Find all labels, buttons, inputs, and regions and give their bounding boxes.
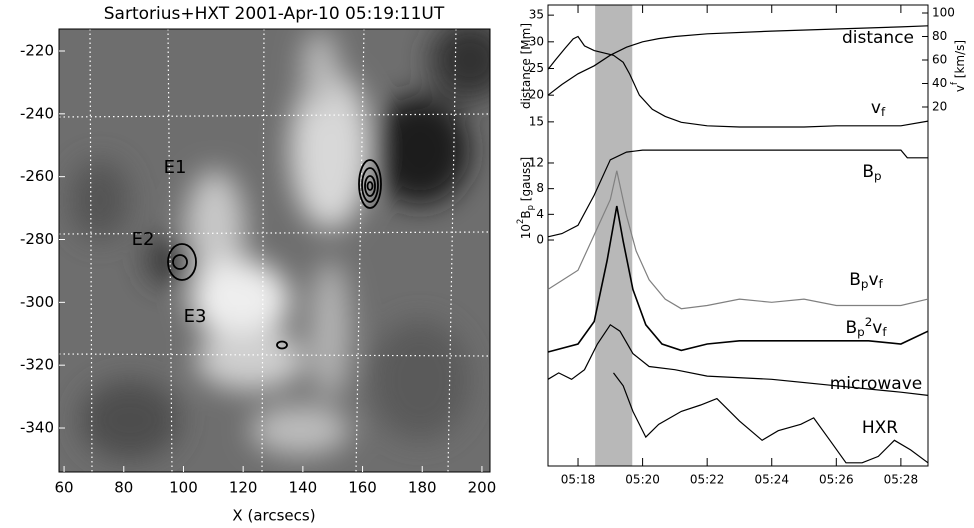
x-tick-label: 05:22 bbox=[690, 473, 725, 487]
solar-image bbox=[59, 29, 490, 472]
series-line bbox=[547, 149, 928, 238]
y-tick-label: 20 bbox=[529, 88, 544, 102]
x-tick-label: 05:24 bbox=[754, 473, 789, 487]
x-tick-label: 140 bbox=[289, 479, 318, 497]
y-tick-label: 30 bbox=[529, 34, 544, 48]
y-tick-label: 0 bbox=[536, 233, 544, 247]
y-tick-label: -280 bbox=[20, 230, 54, 248]
y-tick-label: 15 bbox=[529, 114, 544, 128]
y2-tick-label: 40 bbox=[932, 76, 947, 90]
y2-tick-label: 100 bbox=[932, 5, 955, 19]
y-tick-label: 25 bbox=[529, 61, 544, 75]
series-label: Bp​vf​ bbox=[849, 270, 883, 291]
series-label: distance bbox=[842, 28, 914, 48]
x-tick-label: 120 bbox=[229, 479, 258, 497]
series-label: Bp​2​vf​ bbox=[845, 315, 887, 339]
x-tick-label: 200 bbox=[468, 479, 497, 497]
series-line bbox=[547, 170, 929, 310]
y-tick-label: 35 bbox=[529, 8, 544, 22]
region-label: E3 bbox=[184, 306, 207, 327]
y-tick-label: -240 bbox=[20, 104, 54, 122]
highlight-band bbox=[595, 5, 633, 466]
y-axis-label: distance [Mm] bbox=[519, 23, 533, 109]
series-line bbox=[547, 323, 929, 396]
series-line bbox=[613, 372, 929, 464]
region-label: E1 bbox=[164, 157, 187, 178]
series-label: microwave bbox=[830, 374, 923, 394]
x-tick-label: 05:26 bbox=[819, 473, 854, 487]
y-tick-label: -320 bbox=[20, 356, 54, 374]
y2-tick-label: 60 bbox=[932, 52, 947, 66]
x-tick-label: 05:18 bbox=[561, 473, 596, 487]
x-tick-label: 05:20 bbox=[625, 473, 660, 487]
y-tick-label: -300 bbox=[20, 293, 54, 311]
y-tick-label: 8 bbox=[536, 181, 544, 195]
x-tick-label: 100 bbox=[169, 479, 198, 497]
y-axis-label: 102​Bp​ [gauss] bbox=[515, 157, 535, 239]
image-frame bbox=[58, 28, 491, 473]
y-tick-label: -340 bbox=[20, 419, 54, 437]
y-tick-label: 4 bbox=[536, 207, 544, 221]
x-tick-label: 05:28 bbox=[884, 473, 919, 487]
x-tick-label: 180 bbox=[408, 479, 437, 497]
x-axis-label: X (arcsecs) bbox=[232, 507, 315, 525]
x-tick-label: 60 bbox=[55, 479, 74, 497]
x-tick-label: 80 bbox=[114, 479, 133, 497]
series-line bbox=[547, 35, 929, 128]
y2-axis-label: vf​ [km/s] bbox=[949, 40, 967, 92]
x-tick-label: 160 bbox=[348, 479, 377, 497]
series-label: HXR bbox=[862, 418, 898, 438]
y-tick-label: 12 bbox=[529, 155, 544, 169]
plot-frame bbox=[547, 4, 929, 467]
chart-title: Sartorius+HXT 2001-Apr-10 05:19:11UT bbox=[104, 4, 445, 24]
y-tick-label: -220 bbox=[20, 41, 54, 59]
hxr-contours bbox=[167, 159, 382, 350]
series-label: Bp​ bbox=[862, 162, 881, 183]
region-label: E2 bbox=[132, 229, 155, 250]
y2-tick-label: 20 bbox=[932, 99, 947, 113]
y-tick-label: -260 bbox=[20, 167, 54, 185]
series-line bbox=[547, 25, 929, 96]
y2-tick-label: 80 bbox=[932, 29, 947, 43]
series-label: vf​ bbox=[871, 98, 886, 119]
series-line bbox=[547, 205, 929, 353]
